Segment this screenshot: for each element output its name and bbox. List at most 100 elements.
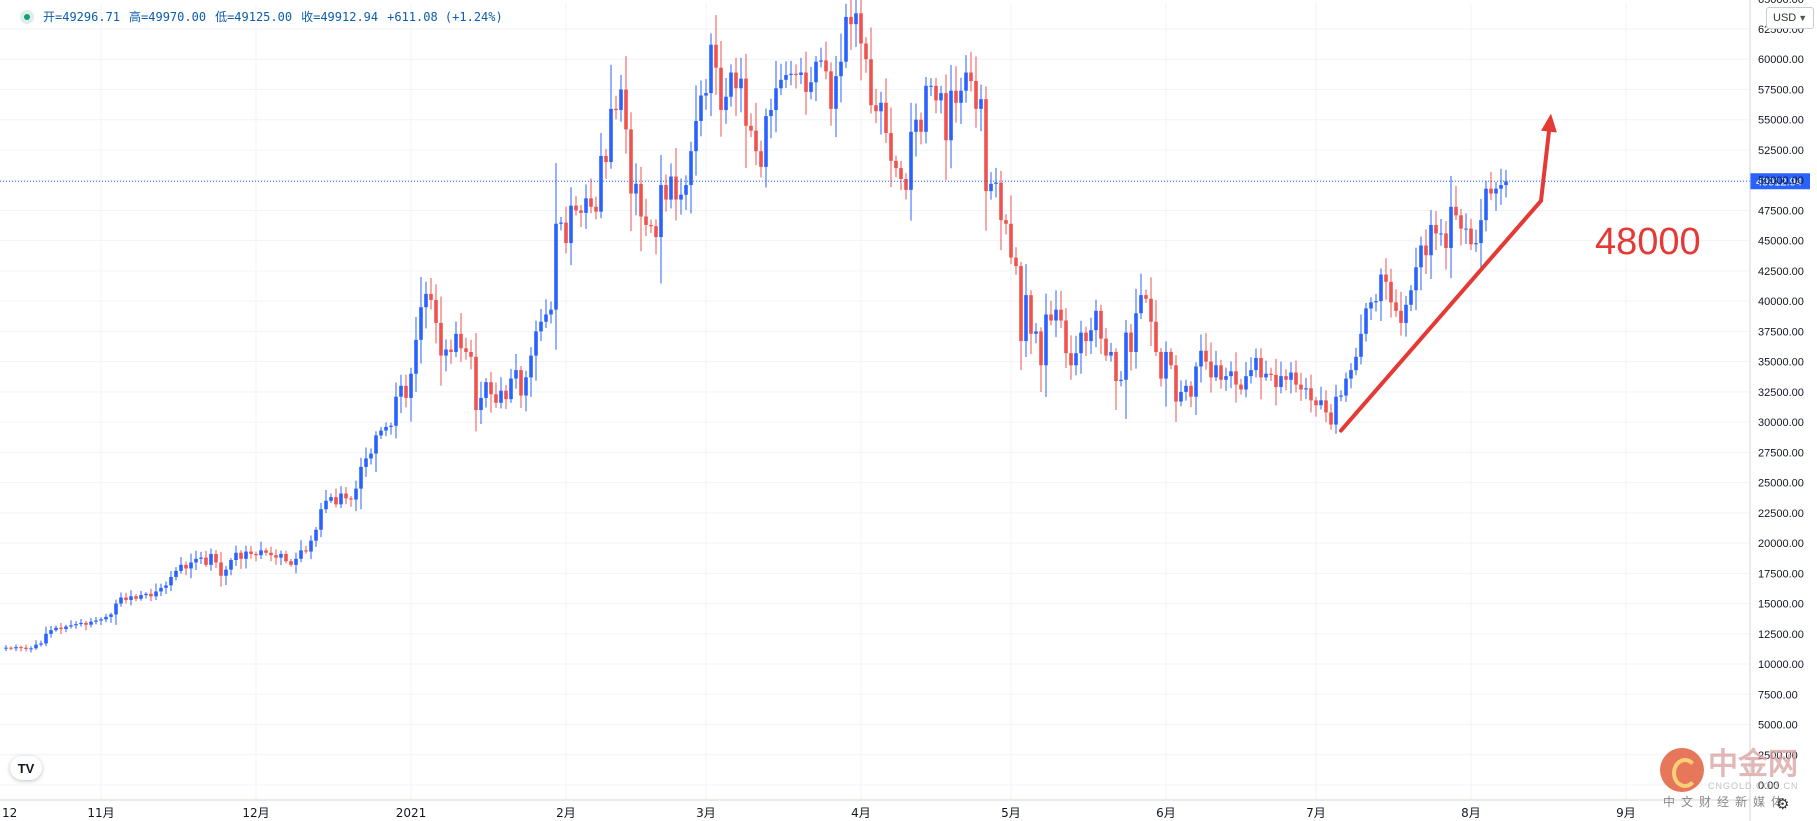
candle-body — [469, 351, 473, 357]
candle-body — [1349, 370, 1353, 379]
candle-body — [379, 430, 383, 436]
candle-body — [519, 370, 523, 396]
candle-body — [539, 321, 543, 332]
candle-body — [419, 307, 423, 340]
candle-body — [39, 643, 43, 645]
candle-body — [624, 89, 628, 130]
cngold-logo-icon — [1660, 748, 1704, 792]
candle-body — [684, 185, 688, 195]
candle-body — [314, 529, 318, 541]
watermark-tagline: 中文财经新媒体 — [1663, 795, 1790, 809]
candle-body — [484, 382, 488, 398]
price-tick-label: 2500.00 — [1758, 750, 1798, 762]
candle-body — [84, 622, 88, 625]
candle-body — [904, 178, 908, 190]
candle-body — [984, 99, 988, 192]
candle-body — [544, 314, 548, 322]
candle-body — [94, 620, 98, 622]
candle-body — [1119, 379, 1123, 381]
price-axis[interactable]: 0.00 2500.00 5000.00 7500.00 10000.00 12500.0… — [1749, 0, 1804, 821]
candle-body — [884, 102, 888, 134]
candle-body — [429, 293, 433, 300]
candle-body — [154, 591, 158, 597]
candle-body — [1369, 302, 1373, 309]
candle-body — [109, 614, 113, 617]
candle-body — [1149, 298, 1153, 322]
time-tick-label: 12 — [2, 806, 17, 820]
price-tick-label: 57500.00 — [1758, 84, 1804, 96]
candle-body — [99, 619, 103, 621]
candle-body — [454, 333, 458, 352]
candle-body — [339, 493, 343, 505]
candle-body — [224, 569, 228, 576]
time-tick-label: 7月 — [1306, 806, 1326, 820]
candle-body — [179, 564, 183, 571]
time-axis[interactable]: 12 11月 12月 2021 2月 3月 4月 5月 6月 7月 8月 9月 — [0, 799, 1750, 820]
candle-body — [249, 551, 253, 554]
candle-body — [819, 60, 823, 62]
price-tick-label: 20000.00 — [1758, 538, 1804, 550]
candle-body — [1504, 181, 1508, 186]
candle-body — [1414, 267, 1418, 291]
candle-body — [1219, 365, 1223, 380]
candle-body — [1359, 333, 1363, 357]
candle-body — [34, 644, 38, 649]
candle-body — [1439, 233, 1443, 235]
candle-body — [799, 72, 803, 75]
tradingview-logo[interactable]: TV — [10, 756, 42, 780]
candle-body — [1064, 320, 1068, 354]
candle-body — [919, 119, 923, 132]
candle-body — [289, 561, 293, 565]
candle-body — [824, 60, 828, 72]
candle-body — [739, 78, 743, 89]
candle-body — [364, 458, 368, 467]
high-value: 高=49970.00 — [129, 10, 207, 24]
candle-body — [1334, 396, 1338, 425]
candle-body — [1374, 301, 1378, 303]
candle-body — [564, 222, 568, 244]
candle-body — [254, 553, 258, 556]
candle-body — [1129, 332, 1133, 352]
candle-body — [1324, 400, 1328, 413]
candle-body — [1094, 310, 1098, 331]
candle-body — [729, 72, 733, 97]
candle-body — [1239, 384, 1243, 390]
candle-body — [149, 593, 153, 597]
candle-body — [54, 627, 58, 631]
candle-body — [139, 595, 143, 599]
candle-body — [219, 562, 223, 576]
candle-body — [1099, 310, 1103, 339]
candle-body — [1474, 243, 1478, 245]
candle-body — [664, 185, 668, 200]
candle-body — [234, 552, 238, 561]
candle-body — [384, 426, 388, 431]
gear-icon[interactable]: ⚙ — [1776, 796, 1790, 813]
candle-body — [934, 85, 938, 101]
candle-body — [369, 453, 373, 459]
candle-body — [9, 647, 13, 649]
candle-body — [1199, 350, 1203, 367]
candle-body — [514, 370, 518, 379]
currency-select[interactable]: USD ▼ — [1766, 7, 1815, 29]
time-tick-label: 12月 — [242, 806, 269, 820]
candle-body — [1274, 374, 1278, 388]
candle-body — [1264, 373, 1268, 378]
candle-body — [869, 59, 873, 106]
price-tick-label: 47500.00 — [1758, 205, 1804, 217]
candle-body — [1044, 314, 1048, 366]
candle-body — [554, 223, 558, 310]
candle-body — [134, 596, 138, 599]
candle-body — [304, 550, 308, 552]
candle-body — [659, 185, 663, 238]
price-tick-label: 52500.00 — [1758, 145, 1804, 157]
candle-body — [1159, 351, 1163, 379]
candle-body — [569, 205, 573, 244]
candle-body — [619, 89, 623, 111]
candle-body — [709, 44, 713, 94]
candle-body — [1214, 365, 1218, 378]
candle-body — [449, 349, 453, 352]
candle-body — [269, 552, 273, 556]
candle-body — [559, 222, 563, 224]
candle-body — [1394, 302, 1398, 311]
